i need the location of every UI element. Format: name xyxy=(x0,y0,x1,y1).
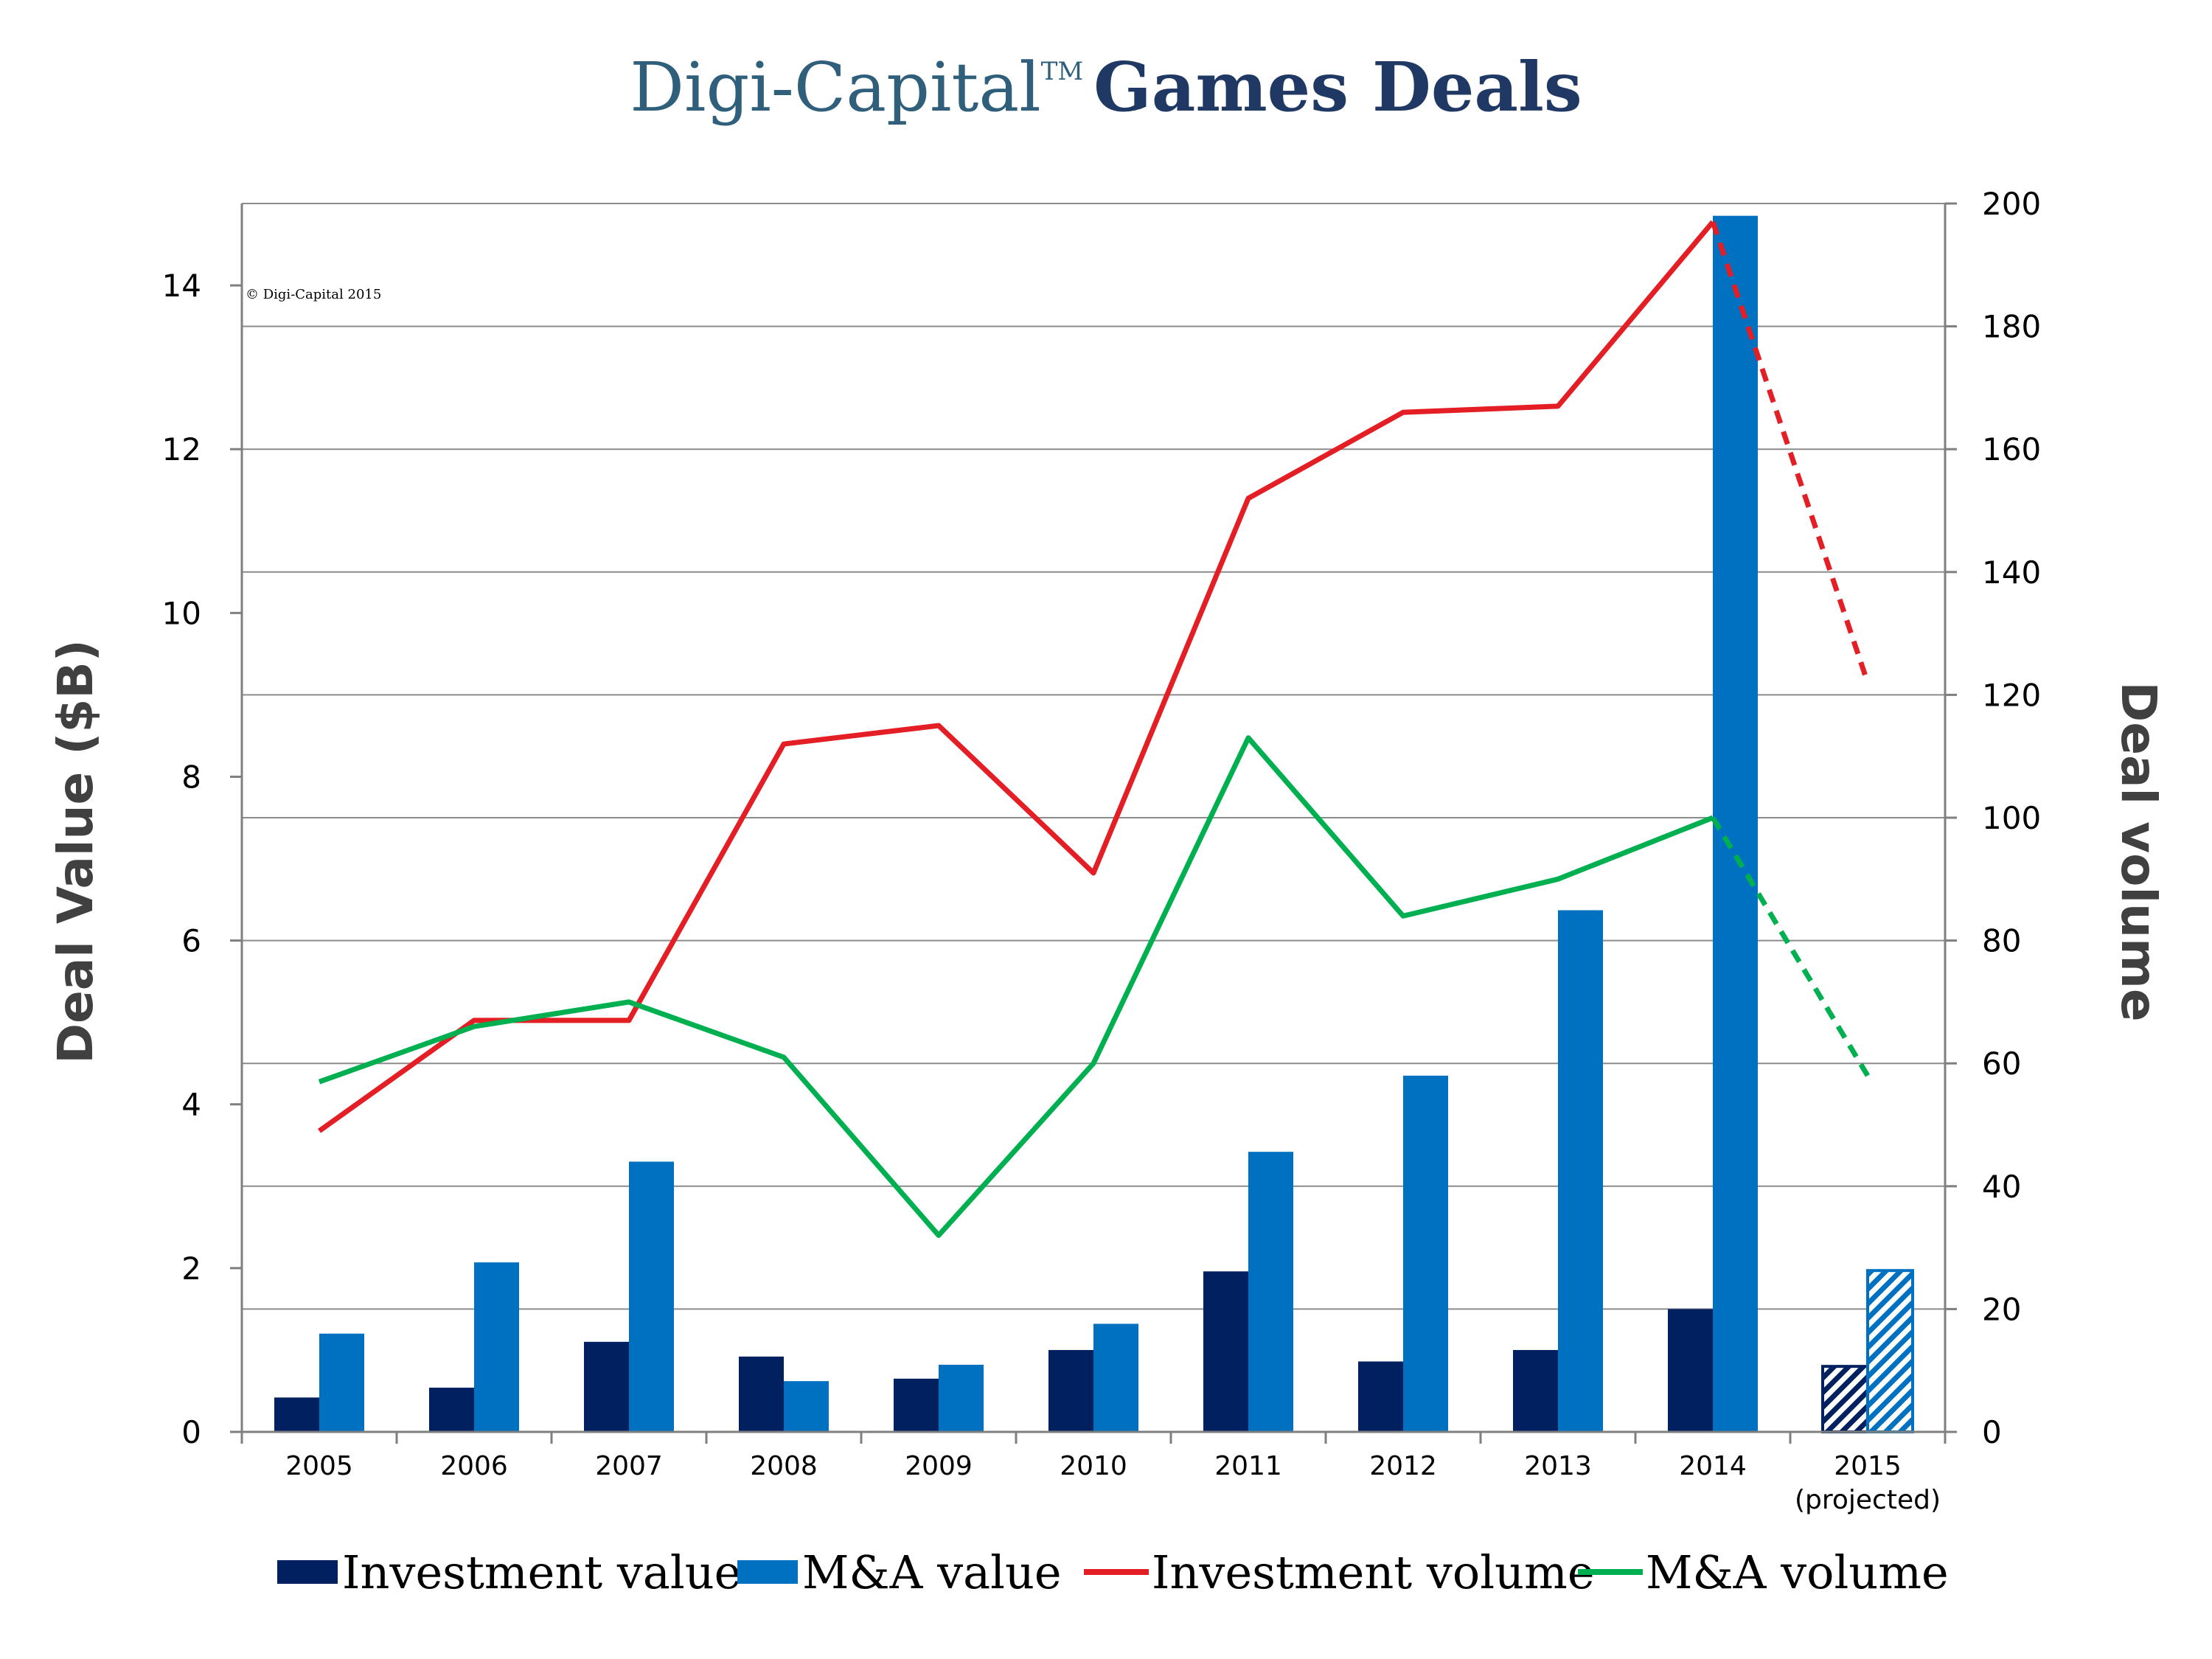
investment-value-bar-2005 xyxy=(274,1397,319,1432)
y-axis-label: Deal Value ($B) xyxy=(47,639,104,1064)
y2-tick-label: 180 xyxy=(1982,309,2041,345)
y2-tick-label: 80 xyxy=(1982,923,2021,959)
bars xyxy=(274,215,1914,1433)
x-tick-label-2005: 2005 xyxy=(285,1451,353,1481)
y2-axis-label: Deal volume xyxy=(2110,681,2167,1021)
ma-value-bar-2013 xyxy=(1558,910,1603,1432)
title-brand: Digi-Capital xyxy=(630,48,1040,127)
investment-value-bar-2015 xyxy=(1821,1365,1869,1433)
x-tick-sublabel: (projected) xyxy=(1795,1485,1941,1515)
y2-tick-label: 60 xyxy=(1982,1046,2021,1082)
y-tick-label: 2 xyxy=(181,1251,201,1287)
investment-value-legend-label: Investment value xyxy=(342,1545,741,1599)
y2-tick-label: 40 xyxy=(1982,1169,2021,1205)
ma-value-bar-2005 xyxy=(319,1333,364,1432)
y-tick-label: 8 xyxy=(181,759,201,795)
ma-volume-projection-line xyxy=(1710,816,1871,1077)
y-tick-label: 14 xyxy=(162,268,201,304)
title-trademark: TM xyxy=(1041,57,1084,86)
y2-tick-label: 120 xyxy=(1982,677,2041,713)
investment-volume-projection-line xyxy=(1710,220,1871,684)
y2-tick-label: 0 xyxy=(1982,1414,2002,1450)
y-tick-label: 12 xyxy=(162,431,201,467)
chart-title: Digi-CapitalTM Games Deals xyxy=(630,47,1582,127)
gridlines xyxy=(242,203,1945,1310)
ma-value-bar-2008 xyxy=(784,1381,829,1432)
y2-tick-label: 20 xyxy=(1982,1291,2021,1327)
axes: 0246810121402040608010012014016018020020… xyxy=(162,186,2042,1515)
investment-value-bar-2008 xyxy=(739,1356,784,1432)
x-tick-label-2006: 2006 xyxy=(440,1451,508,1481)
ma-value-bar-2009 xyxy=(939,1364,984,1432)
investment-volume-line xyxy=(317,220,1715,1133)
x-tick-label-2010: 2010 xyxy=(1060,1451,1127,1481)
investment-volume-legend-label: Investment volume xyxy=(1152,1545,1595,1599)
ma-value-legend-swatch xyxy=(737,1560,798,1584)
investment-value-bar-2009 xyxy=(894,1378,939,1432)
copyright-notice: © Digi-Capital 2015 xyxy=(246,287,381,302)
ma-value-bar-2011 xyxy=(1248,1152,1293,1432)
investment-value-bar-2012 xyxy=(1358,1361,1403,1432)
ma-value-legend-label: M&A value xyxy=(802,1545,1062,1599)
investment-value-bar-2006 xyxy=(429,1388,474,1432)
x-tick-label-2007: 2007 xyxy=(595,1451,663,1481)
investment-value-bar-2010 xyxy=(1048,1349,1093,1432)
x-tick-label-2013: 2013 xyxy=(1524,1451,1592,1481)
y2-tick-label: 100 xyxy=(1982,800,2041,836)
ma-value-bar-2014 xyxy=(1713,215,1758,1432)
y-tick-label: 4 xyxy=(181,1087,201,1123)
y2-tick-label: 200 xyxy=(1982,186,2041,222)
ma-value-bar-2006 xyxy=(474,1262,519,1432)
ma-volume-legend-label: M&A volume xyxy=(1646,1545,1949,1599)
y2-tick-label: 140 xyxy=(1982,554,2041,591)
x-tick-label-2015: 2015 xyxy=(1834,1451,1902,1481)
investment-value-bar-2007 xyxy=(584,1341,629,1432)
y-tick-label: 0 xyxy=(181,1414,201,1450)
x-tick-label-2008: 2008 xyxy=(750,1451,818,1481)
y2-tick-label: 160 xyxy=(1982,431,2041,467)
ma-value-bar-2010 xyxy=(1093,1324,1138,1432)
x-tick-label-2011: 2011 xyxy=(1214,1451,1282,1481)
y-tick-label: 10 xyxy=(162,595,201,631)
investment-value-bar-2011 xyxy=(1203,1271,1248,1432)
ma-value-bar-2007 xyxy=(629,1161,674,1432)
ma-value-bar-2015 xyxy=(1866,1269,1914,1433)
investment-value-bar-2013 xyxy=(1513,1349,1558,1432)
x-tick-label-2012: 2012 xyxy=(1369,1451,1437,1481)
title-main: Games Deals xyxy=(1093,47,1582,127)
legend: Investment value M&A value Investment volu… xyxy=(277,1545,1949,1599)
y-tick-label: 6 xyxy=(181,923,201,959)
x-tick-label-2014: 2014 xyxy=(1679,1451,1747,1481)
investment-value-bar-2014 xyxy=(1668,1309,1713,1432)
lines xyxy=(317,220,1871,1238)
investment-value-legend-swatch xyxy=(277,1560,338,1584)
ma-volume-line xyxy=(318,735,1714,1238)
x-tick-label-2009: 2009 xyxy=(905,1451,973,1481)
ma-value-bar-2012 xyxy=(1403,1075,1448,1432)
